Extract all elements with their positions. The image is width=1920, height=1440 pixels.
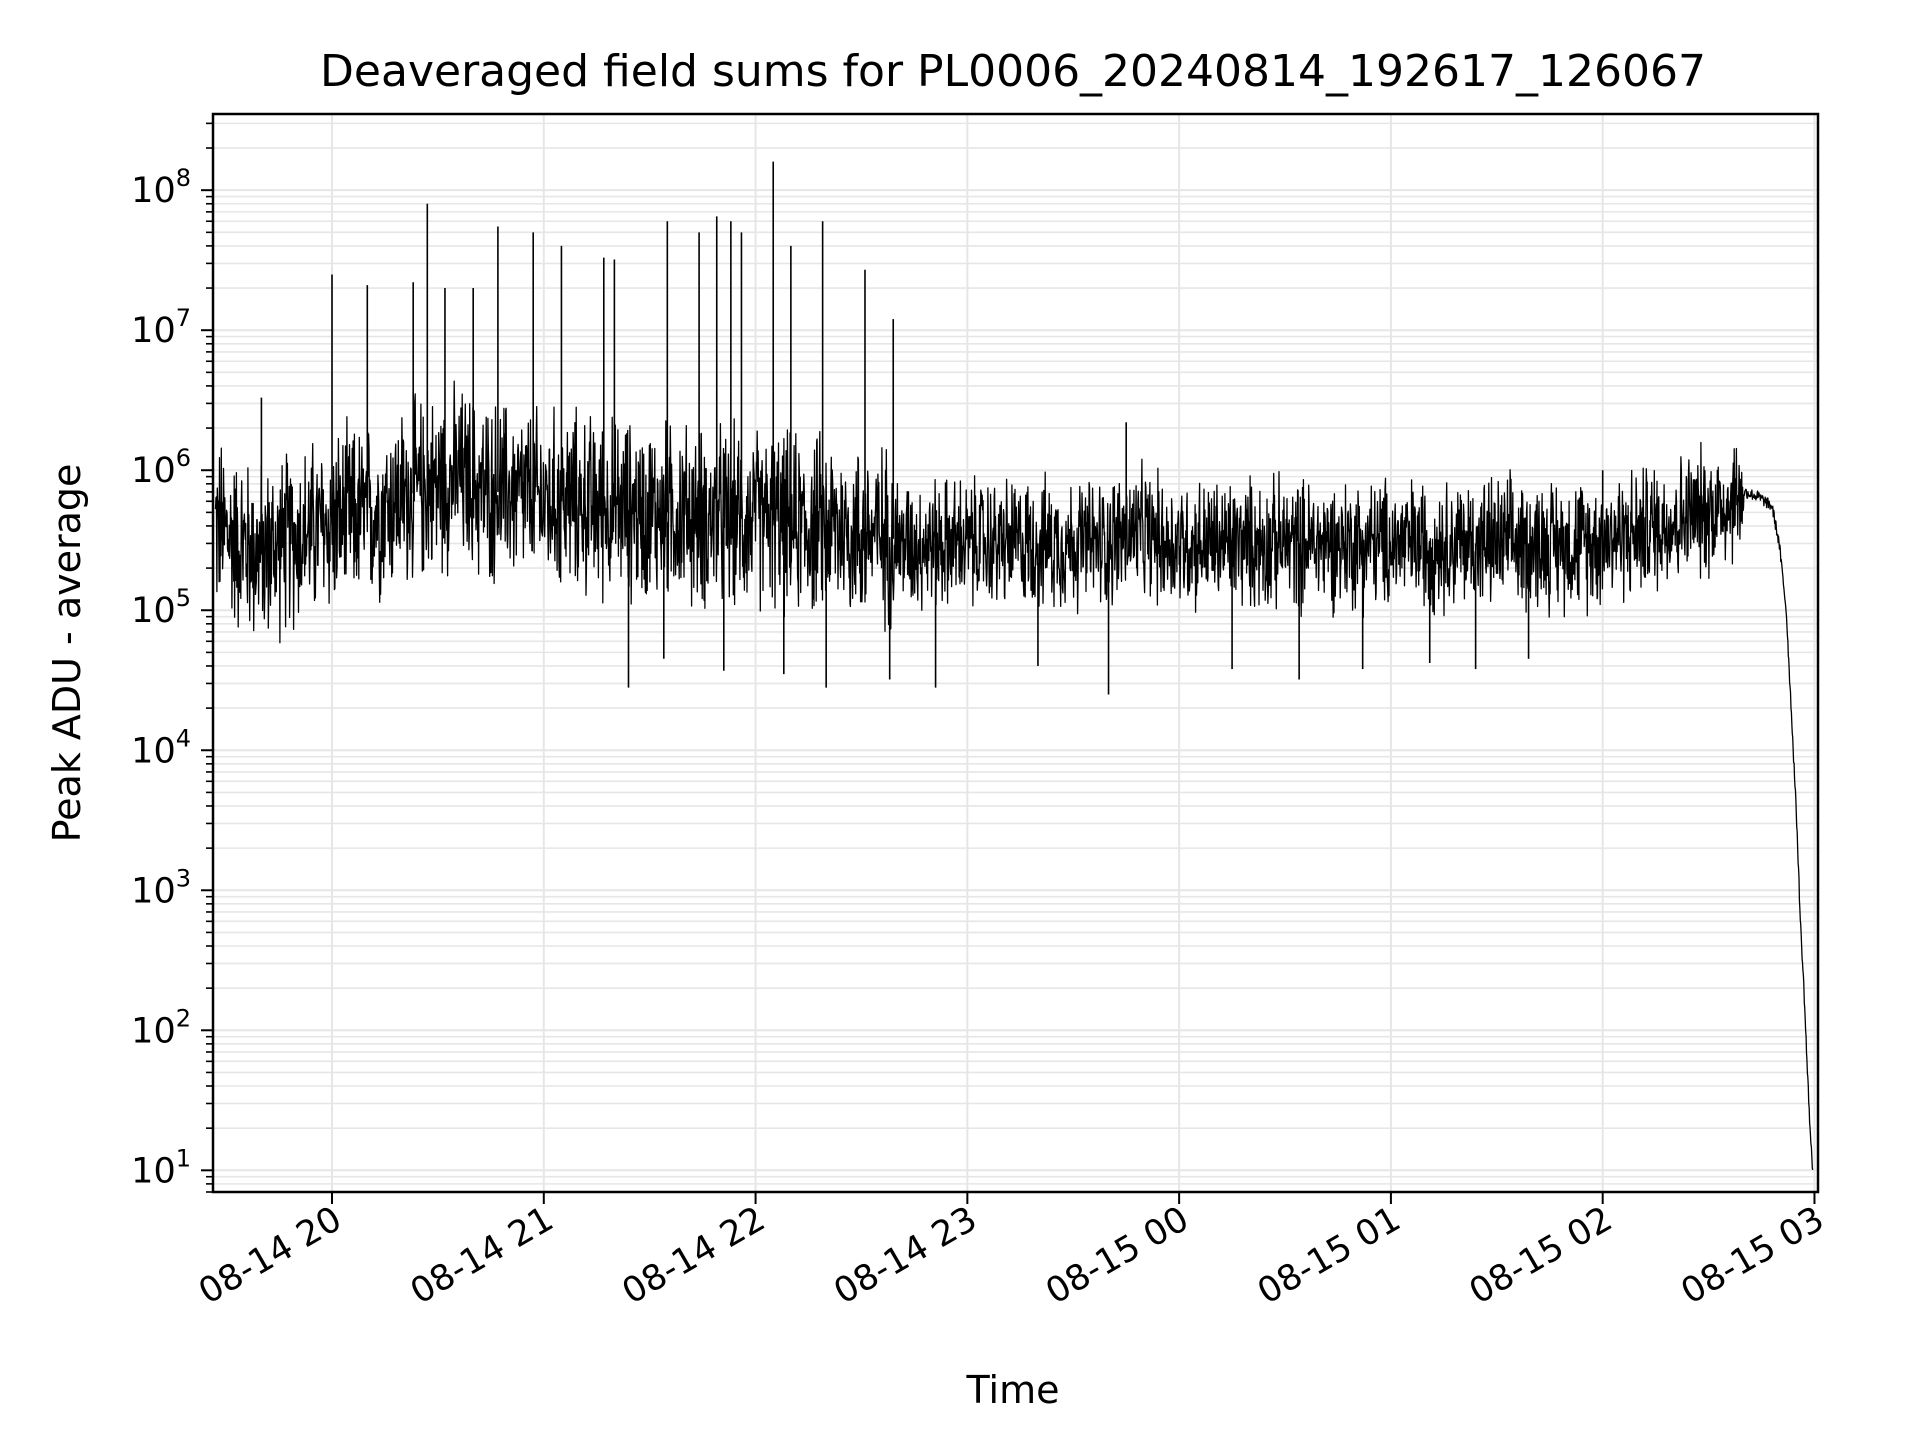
y-tick-label: 107 [131,304,191,351]
y-tick-label: 108 [131,164,191,211]
y-axis: 101 102 103 104 105 106 107 108 [131,122,213,1193]
plot-area [214,161,1814,1171]
x-axis-label: Time [966,1368,1060,1412]
y-tick-label: 101 [131,1144,191,1191]
series-line [214,161,1814,1171]
y-tick-label: 106 [131,444,191,491]
grid [213,114,1818,1193]
y-axis-label: Peak ADU - average [45,464,89,843]
y-tick-label: 105 [131,584,191,631]
y-tick-label: 104 [131,724,191,771]
y-tick-label: 103 [131,864,191,911]
chart-title: Deaveraged field sums for PL0006_2024081… [320,46,1706,97]
series-path [214,380,1814,1171]
y-tick-label: 102 [131,1004,191,1051]
